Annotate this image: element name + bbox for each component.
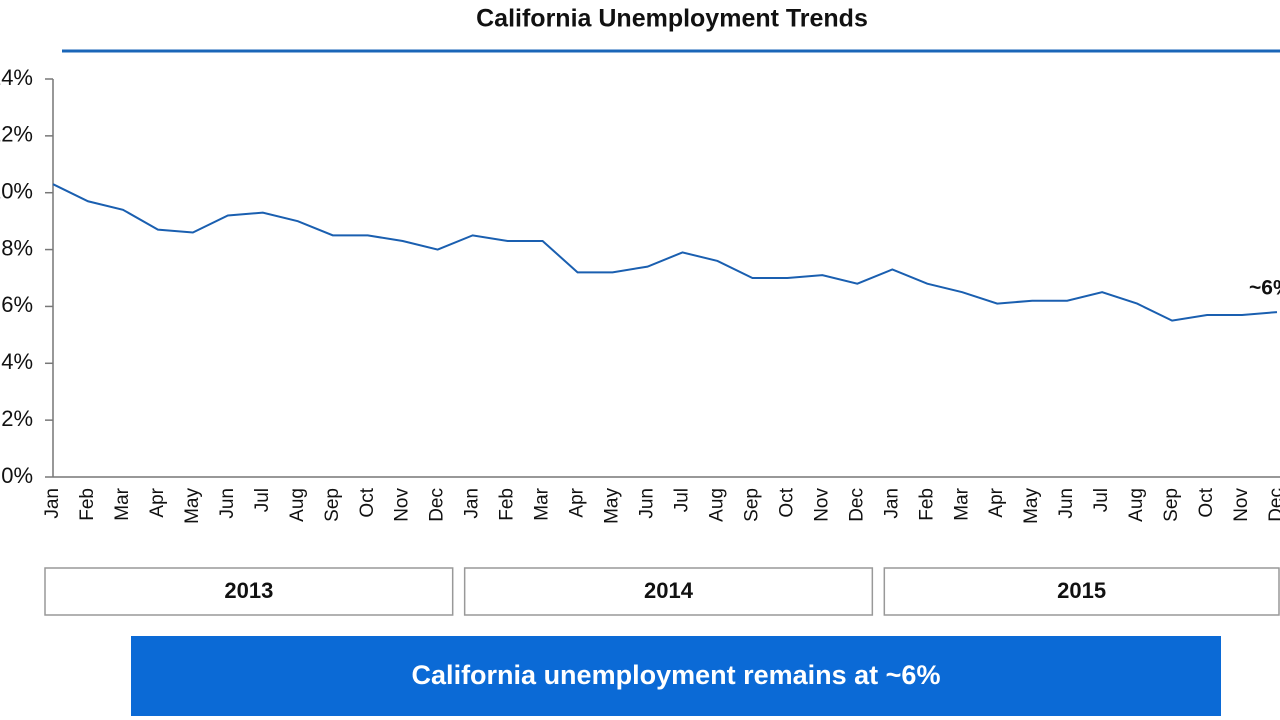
x-tick-label: Jul — [1091, 488, 1112, 512]
y-tick-label: 12% — [0, 122, 33, 147]
x-tick-label: Feb — [77, 488, 98, 521]
x-tick-label: Jun — [637, 488, 658, 519]
year-label: 2013 — [224, 578, 273, 603]
chart-title: California Unemployment Trends — [476, 5, 868, 33]
x-tick-label: Oct — [776, 487, 797, 517]
x-tick-label: Feb — [497, 488, 518, 521]
x-tick-label: Jan — [881, 488, 902, 519]
x-tick-label: Jan — [462, 488, 483, 519]
annotation: ~6% — [1249, 277, 1280, 300]
x-tick-label: Sep — [741, 488, 762, 522]
y-tick-label: 0% — [1, 463, 33, 488]
x-tick-label: Mar — [532, 487, 553, 520]
callout-text: California unemployment remains at ~6% — [412, 660, 941, 690]
x-tick-label: Jan — [42, 488, 63, 519]
series-line — [52, 183, 1278, 322]
year-box — [44, 567, 454, 616]
x-tick-label: May — [602, 488, 623, 524]
x-tick-label: Jun — [217, 488, 238, 519]
callout-banner — [131, 636, 1221, 716]
x-tick-label: Nov — [811, 488, 832, 522]
y-tick-label: 14% — [0, 65, 33, 90]
year-box — [463, 567, 874, 616]
x-tick-label: Sep — [322, 488, 343, 522]
x-tick-label: Jul — [252, 488, 273, 512]
year-label: 2014 — [644, 578, 694, 603]
x-tick-label: Nov — [1231, 488, 1252, 522]
year-label: 2015 — [1057, 578, 1106, 603]
y-tick-label: 2% — [1, 406, 33, 431]
y-tick-label: 6% — [1, 292, 33, 317]
x-tick-label: Apr — [986, 487, 1007, 517]
x-tick-label: Mar — [951, 487, 972, 520]
x-tick-label: Aug — [287, 488, 308, 522]
x-tick-label: Aug — [706, 488, 727, 522]
x-tick-label: Mar — [112, 487, 133, 520]
x-tick-label: Sep — [1161, 488, 1182, 522]
year-box — [883, 567, 1280, 616]
x-tick-label: Aug — [1126, 488, 1147, 522]
y-tick-label: 8% — [1, 235, 33, 260]
x-tick-label: Oct — [1196, 487, 1217, 517]
y-tick-label: 10% — [0, 179, 33, 204]
x-tick-label: Nov — [392, 488, 413, 522]
x-tick-label: Jul — [672, 488, 693, 512]
x-tick-label: Feb — [916, 488, 937, 521]
x-tick-label: Oct — [357, 487, 378, 517]
y-tick-label: 4% — [1, 349, 33, 374]
x-tick-label: Apr — [147, 487, 168, 517]
x-tick-label: Dec — [846, 488, 867, 522]
x-tick-label: Dec — [1266, 488, 1280, 522]
x-tick-label: May — [182, 488, 203, 524]
x-tick-label: Jun — [1056, 488, 1077, 519]
x-tick-label: Apr — [567, 487, 588, 517]
x-tick-label: Dec — [427, 488, 448, 522]
x-tick-label: May — [1021, 488, 1042, 524]
